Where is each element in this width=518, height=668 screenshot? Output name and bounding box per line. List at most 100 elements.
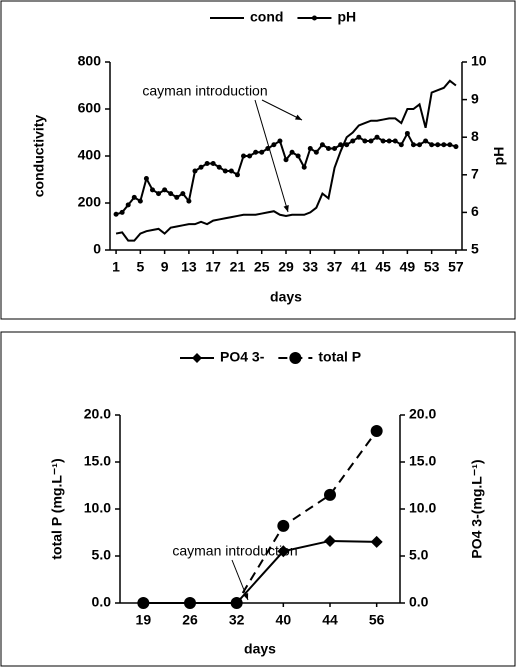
y2ticks-label: 6 bbox=[471, 203, 479, 219]
data-point bbox=[435, 142, 441, 148]
x-tick-label: 29 bbox=[278, 259, 294, 275]
data-point bbox=[380, 138, 386, 144]
legend-label: cond bbox=[250, 9, 283, 25]
data-point bbox=[113, 211, 119, 217]
data-point bbox=[222, 168, 228, 174]
x-tick-label: 25 bbox=[254, 259, 270, 275]
x-tick-label: 56 bbox=[369, 612, 385, 628]
legend-label: pH bbox=[337, 9, 356, 25]
legend-marker bbox=[289, 352, 302, 364]
y2ticks-label: 9 bbox=[471, 90, 479, 106]
data-point bbox=[125, 202, 131, 208]
data-point bbox=[162, 187, 168, 193]
data-point bbox=[168, 191, 174, 197]
yticks-label: 5.0 bbox=[92, 547, 112, 563]
data-point bbox=[374, 134, 380, 140]
data-point bbox=[325, 145, 331, 151]
data-point bbox=[344, 142, 350, 148]
data-point bbox=[350, 138, 356, 144]
data-point bbox=[289, 149, 295, 155]
data-point bbox=[423, 138, 429, 144]
data-point bbox=[198, 164, 204, 170]
x-tick-label: 19 bbox=[136, 612, 152, 628]
data-point bbox=[370, 424, 383, 437]
data-point bbox=[156, 191, 162, 197]
yticks-label: 15.0 bbox=[84, 453, 111, 469]
data-point bbox=[184, 597, 196, 609]
chart-frame bbox=[0, 0, 516, 320]
data-point bbox=[283, 157, 289, 163]
x-axis-label: days bbox=[270, 289, 302, 305]
data-point bbox=[143, 176, 149, 182]
data-point bbox=[174, 194, 180, 200]
annotation-arrow bbox=[261, 99, 303, 121]
series-line bbox=[143, 430, 378, 604]
annotation: cayman introduction bbox=[142, 83, 267, 99]
data-point bbox=[386, 138, 392, 144]
y2ticks-label: 10.0 bbox=[409, 500, 436, 516]
y-axis-label: total P (mg.L⁻¹) bbox=[49, 458, 65, 559]
data-point bbox=[119, 209, 125, 215]
data-point bbox=[271, 142, 277, 148]
series-line bbox=[115, 131, 457, 216]
data-point bbox=[210, 161, 216, 167]
yticks-label: 10.0 bbox=[84, 500, 111, 516]
y2ticks-label: 15.0 bbox=[409, 453, 436, 469]
yticks-label: 20.0 bbox=[84, 406, 111, 422]
x-tick-label: 53 bbox=[424, 259, 440, 275]
y2-axis-label: pH bbox=[491, 147, 507, 166]
data-point bbox=[186, 198, 192, 204]
data-point bbox=[277, 519, 290, 532]
y2-axis-label: PO4 3-(mg.L⁻¹) bbox=[469, 459, 485, 558]
x-tick-label: 32 bbox=[229, 612, 245, 628]
data-point bbox=[441, 142, 447, 148]
annotation-arrow bbox=[231, 559, 249, 601]
yticks-label: 0 bbox=[93, 241, 101, 257]
y2ticks-label: 5.0 bbox=[409, 547, 429, 563]
arrow-head bbox=[243, 593, 249, 600]
data-point bbox=[447, 142, 453, 148]
x-tick-label: 9 bbox=[161, 259, 169, 275]
chart-frame bbox=[0, 331, 516, 667]
data-point bbox=[410, 142, 416, 148]
data-point bbox=[259, 149, 265, 155]
annotation: cayman introduction bbox=[172, 543, 297, 559]
x-tick-label: 13 bbox=[181, 259, 197, 275]
data-point bbox=[307, 145, 313, 151]
data-point bbox=[370, 535, 383, 548]
legend-label: PO4 3- bbox=[220, 349, 265, 365]
arrow-head bbox=[295, 114, 302, 120]
data-point bbox=[301, 164, 307, 170]
y2ticks-label: 8 bbox=[471, 128, 479, 144]
data-point bbox=[216, 164, 222, 170]
legend-marker bbox=[192, 353, 202, 363]
y2ticks-label: 5 bbox=[471, 241, 479, 257]
series-line bbox=[115, 79, 457, 242]
x-tick-label: 37 bbox=[327, 259, 343, 275]
data-point bbox=[241, 153, 247, 159]
y2ticks-label: 10 bbox=[471, 53, 487, 69]
yticks-label: 200 bbox=[78, 194, 102, 210]
data-point bbox=[234, 172, 240, 178]
data-point bbox=[338, 142, 344, 148]
data-point bbox=[180, 191, 186, 197]
x-tick-label: 45 bbox=[375, 259, 391, 275]
legend-label: total P bbox=[318, 349, 361, 365]
data-point bbox=[324, 488, 336, 501]
data-point bbox=[332, 145, 338, 151]
data-point bbox=[253, 149, 259, 155]
x-tick-label: 40 bbox=[276, 612, 292, 628]
x-tick-label: 44 bbox=[322, 612, 338, 628]
x-tick-label: 21 bbox=[230, 259, 246, 275]
yticks-label: 400 bbox=[78, 147, 102, 163]
y2ticks-label: 20.0 bbox=[409, 406, 436, 422]
yticks-label: 0.0 bbox=[92, 594, 112, 610]
data-point bbox=[417, 142, 423, 148]
data-point bbox=[324, 534, 336, 547]
x-axis-label: days bbox=[244, 641, 276, 657]
data-point bbox=[362, 138, 368, 144]
data-point bbox=[398, 142, 404, 148]
data-point bbox=[247, 153, 253, 159]
yticks-label: 800 bbox=[78, 53, 102, 69]
